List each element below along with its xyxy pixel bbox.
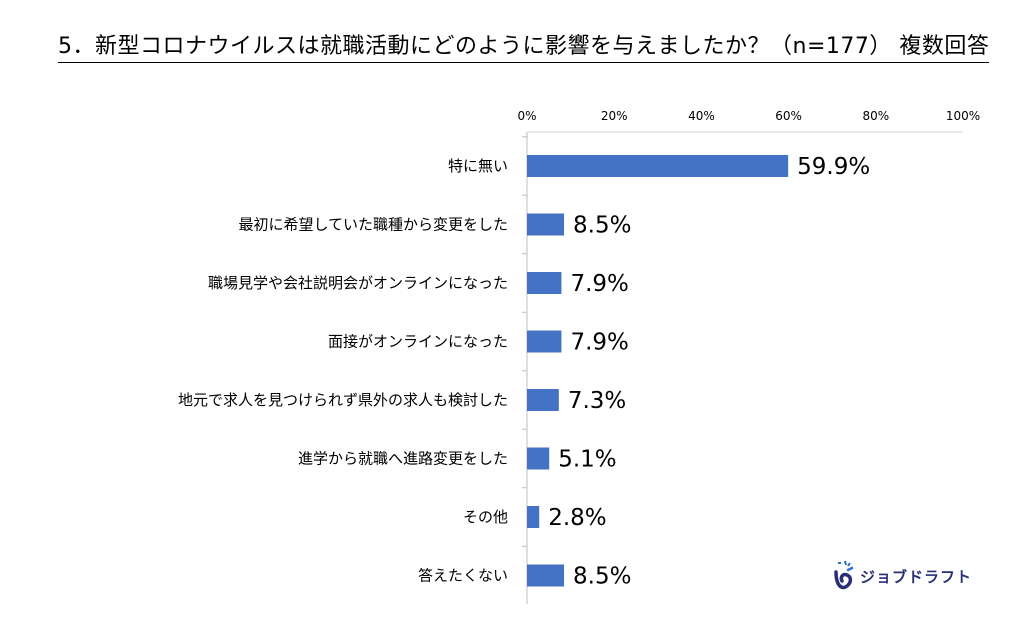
- brand-logo-text: ジョブドラフト: [860, 567, 973, 586]
- category-label: 面接がオンラインになった: [328, 333, 508, 351]
- data-label: 8.5%: [573, 564, 631, 590]
- data-label: 7.9%: [570, 271, 628, 297]
- data-label: 5.1%: [558, 447, 616, 473]
- x-tick-label: 20%: [601, 109, 628, 123]
- category-label: 特に無い: [448, 157, 508, 175]
- x-tick-label: 40%: [688, 109, 715, 123]
- bar: [527, 330, 562, 353]
- brand-logo: ジョブドラフト: [832, 559, 972, 593]
- bar: [527, 506, 540, 528]
- brand-mark-icon: [834, 560, 854, 590]
- x-tick-label: 80%: [862, 109, 889, 123]
- bar: [527, 155, 789, 177]
- category-label: 進学から就職へ進路変更をした: [298, 450, 508, 468]
- bar: [527, 389, 559, 411]
- category-label: 最初に希望していた職種から変更をした: [238, 216, 508, 234]
- bar: [527, 272, 562, 294]
- chart-title: 5．新型コロナウイルスは就職活動にどのように影響を与えましたか？（n=177） …: [58, 28, 990, 63]
- x-tick-label: 100%: [946, 109, 980, 123]
- data-label: 7.3%: [568, 388, 626, 414]
- category-label: 地元で求人を見つけられず県外の求人も検討した: [178, 391, 508, 409]
- category-label: 答えたくない: [418, 567, 508, 585]
- bar: [527, 213, 565, 236]
- x-tick-label: 60%: [775, 109, 802, 123]
- data-label: 7.9%: [570, 330, 628, 356]
- data-label: 8.5%: [573, 213, 631, 239]
- bar: [527, 447, 550, 470]
- x-tick-label: 0%: [517, 109, 536, 123]
- data-label: 59.9%: [797, 154, 870, 180]
- data-label: 2.8%: [548, 505, 606, 531]
- category-label: その他: [463, 508, 508, 526]
- category-label: 職場見学や会社説明会がオンラインになった: [208, 274, 508, 292]
- bar: [527, 564, 565, 587]
